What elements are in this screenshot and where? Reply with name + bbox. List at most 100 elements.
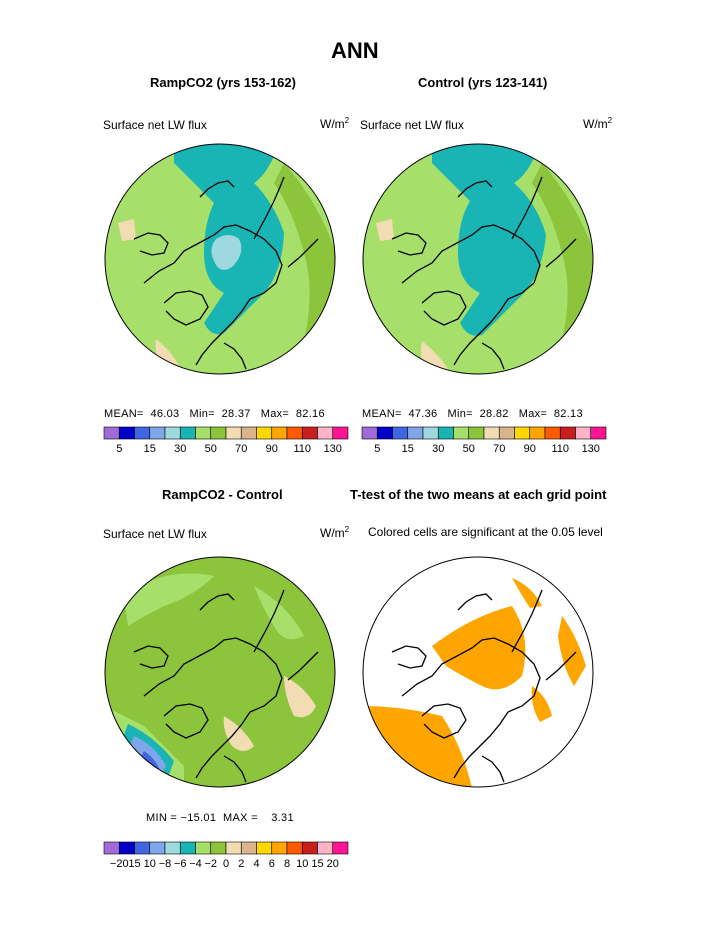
colorbar-cell <box>453 426 470 440</box>
colorbar-cell <box>286 426 303 440</box>
coastline-3 <box>253 589 285 653</box>
panel3-units: W/m2 <box>320 525 350 540</box>
region-tan <box>376 219 394 241</box>
colorbar-cell <box>332 841 349 855</box>
colorbar-cell <box>529 426 546 440</box>
colorbar-cell <box>301 426 318 440</box>
coastline-6 <box>287 238 319 268</box>
coastline-7 <box>223 342 247 370</box>
colorbar-tick-label: −2 <box>204 858 217 870</box>
panel1-title: RampCO2 (yrs 153-162) <box>150 75 296 90</box>
panel2-variable: Surface net LW flux <box>360 118 464 132</box>
panel4-title: T-test of the two means at each grid poi… <box>350 487 607 502</box>
colorbar-tick-label: 10 <box>144 858 156 870</box>
coastline-5 <box>133 232 169 256</box>
coastline-1 <box>453 711 509 779</box>
region-light-green <box>124 573 214 626</box>
coastline-7 <box>481 342 505 370</box>
colorbar-tick-label: 30 <box>174 443 186 455</box>
coastline-0 <box>143 224 283 300</box>
main-title: ANN <box>331 38 379 63</box>
colorbar-cell <box>210 426 227 440</box>
colorbar-cell <box>483 426 500 440</box>
colorbar-tick-label: 5 <box>374 443 380 455</box>
coastline-3 <box>511 176 543 240</box>
colorbar-cell <box>544 426 561 440</box>
panel2-stats: MEAN= 47.36 Min= 28.82 Max= 82.13 <box>362 408 583 420</box>
region-tan-2 <box>223 716 254 751</box>
colorbar-cell <box>164 841 181 855</box>
colorbar-tick-label: 2 <box>238 858 244 870</box>
colorbar-tick-label: 8 <box>284 858 290 870</box>
colorbar-tick-label: 5 <box>116 443 122 455</box>
coastline-2 <box>163 290 209 326</box>
colorbar-cell <box>317 426 334 440</box>
colorbar-cell <box>179 426 196 440</box>
coastline-4 <box>457 593 493 611</box>
colorbar-tick-label: 90 <box>266 443 278 455</box>
colorbar-tick-label: 15 <box>311 858 323 870</box>
colorbar-cell <box>164 426 181 440</box>
colorbar-cell <box>134 426 151 440</box>
colorbar-cell <box>590 426 607 440</box>
colorbar-tick-label: 70 <box>235 443 247 455</box>
colorbar-tick-label: 70 <box>493 443 505 455</box>
colorbar-tick-label: 90 <box>524 443 536 455</box>
map-border <box>104 143 336 375</box>
coastline-7 <box>223 755 247 783</box>
coastline-4 <box>199 180 235 198</box>
coastline-4 <box>457 180 493 198</box>
region-significant-4 <box>512 578 542 608</box>
colorbar-tick-label: 110 <box>293 443 311 455</box>
colorbar-cell <box>225 841 242 855</box>
colorbar-tick-label: 50 <box>205 443 217 455</box>
region-teal <box>432 144 546 336</box>
colorbar-cell <box>468 426 485 440</box>
panel4-map <box>362 556 594 788</box>
colorbar-tick-label: 10 <box>296 858 308 870</box>
coastline-1 <box>195 711 251 779</box>
panel2-units: W/m2 <box>583 116 613 131</box>
colorbar-cell <box>240 426 257 440</box>
panel1-colorbar: 5 15 30 50 70 90 110 130 <box>103 426 349 455</box>
colorbar-cell <box>103 841 120 855</box>
colorbar-cell <box>103 426 120 440</box>
region-light-green-2 <box>254 586 304 640</box>
region-tan <box>284 676 316 718</box>
coastline-6 <box>545 651 577 681</box>
coastline-5 <box>133 645 169 669</box>
colorbar-cell <box>271 426 288 440</box>
panel1-units: W/m2 <box>320 116 350 131</box>
colorbar-cell <box>256 426 273 440</box>
panel3-stats: MIN = −15.01 MAX = 3.31 <box>146 812 294 824</box>
colorbar-tick-label: 4 <box>253 858 259 870</box>
colorbar-cell <box>210 841 227 855</box>
coastline-6 <box>545 238 577 268</box>
colorbar-cell <box>422 426 439 440</box>
colorbar-tick-label: −8 <box>159 858 172 870</box>
region-significant-1 <box>432 606 526 690</box>
colorbar-tick-label: 130 <box>582 443 600 455</box>
coastline-3 <box>253 176 285 240</box>
colorbar-tick-label: −4 <box>189 858 202 870</box>
panel2-map <box>362 143 594 375</box>
panel3-title: RampCO2 - Control <box>162 487 283 502</box>
coastline-5 <box>391 645 427 669</box>
colorbar-cell <box>437 426 454 440</box>
panel1-stats: MEAN= 46.03 Min= 28.37 Max= 82.16 <box>104 408 325 420</box>
colorbar-tick-label: −20 <box>110 858 129 870</box>
colorbar-tick-label: 30 <box>432 443 444 455</box>
map-border <box>104 556 336 788</box>
colorbar-cell <box>286 841 303 855</box>
region-tan <box>118 219 136 241</box>
panel3-colorbar: −20 15 10 −8 −6 −4 −2 0 2 4 6 8 10 15 20 <box>103 841 349 870</box>
colorbar-cell <box>149 426 166 440</box>
colorbar-tick-label: 6 <box>269 858 275 870</box>
panel3-map <box>104 556 336 788</box>
colorbar-cell <box>195 841 212 855</box>
colorbar-cell <box>271 841 288 855</box>
colorbar-tick-label: 50 <box>463 443 475 455</box>
colorbar-cell <box>134 841 151 855</box>
coastline-6 <box>287 651 319 681</box>
panel1-map <box>104 143 336 375</box>
